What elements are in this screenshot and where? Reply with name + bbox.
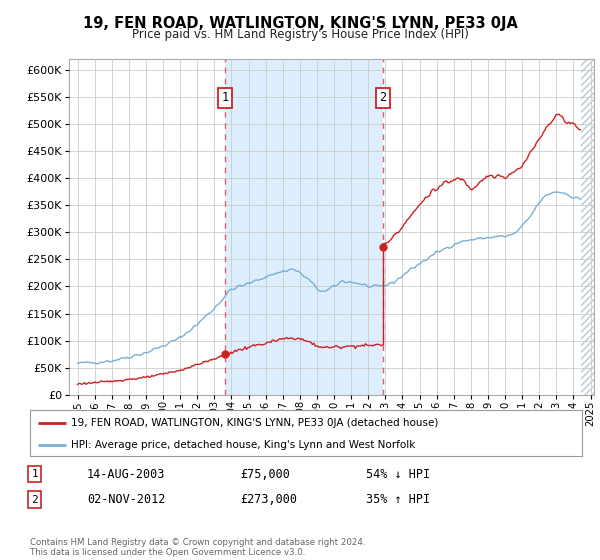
Text: Contains HM Land Registry data © Crown copyright and database right 2024.
This d: Contains HM Land Registry data © Crown c…: [30, 538, 365, 557]
Text: £75,000: £75,000: [240, 468, 290, 481]
Text: 2: 2: [379, 91, 386, 104]
Text: 54% ↓ HPI: 54% ↓ HPI: [366, 468, 430, 481]
Bar: [225, 59, 383, 395]
Text: 02-NOV-2012: 02-NOV-2012: [87, 493, 166, 506]
Text: 19, FEN ROAD, WATLINGTON, KING'S LYNN, PE33 0JA (detached house): 19, FEN ROAD, WATLINGTON, KING'S LYNN, P…: [71, 418, 439, 428]
Text: 14-AUG-2003: 14-AUG-2003: [87, 468, 166, 481]
Text: 2: 2: [31, 494, 38, 505]
Bar: [581, 59, 594, 395]
Text: Price paid vs. HM Land Registry's House Price Index (HPI): Price paid vs. HM Land Registry's House …: [131, 28, 469, 41]
Text: £273,000: £273,000: [240, 493, 297, 506]
Text: 1: 1: [31, 469, 38, 479]
Text: 35% ↑ HPI: 35% ↑ HPI: [366, 493, 430, 506]
Bar: [581, 59, 594, 395]
Text: 19, FEN ROAD, WATLINGTON, KING'S LYNN, PE33 0JA: 19, FEN ROAD, WATLINGTON, KING'S LYNN, P…: [83, 16, 517, 31]
Text: 1: 1: [221, 91, 229, 104]
Text: HPI: Average price, detached house, King's Lynn and West Norfolk: HPI: Average price, detached house, King…: [71, 440, 416, 450]
